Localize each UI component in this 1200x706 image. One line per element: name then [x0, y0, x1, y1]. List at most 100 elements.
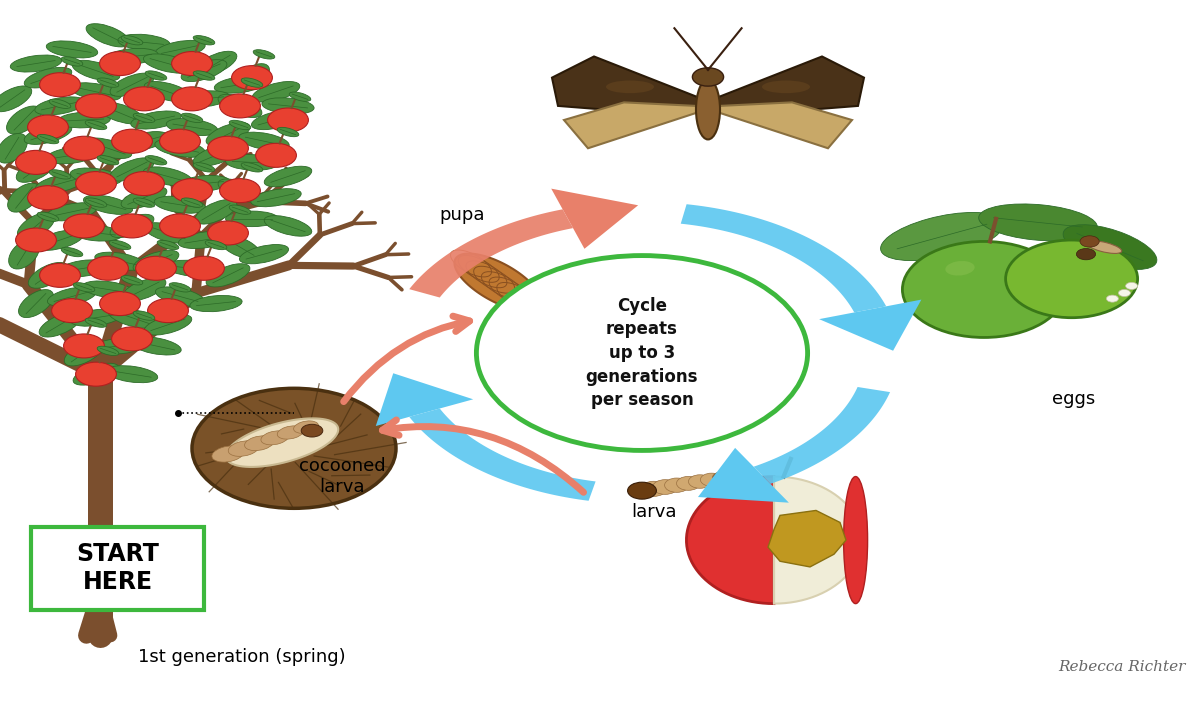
- Circle shape: [148, 299, 188, 323]
- Ellipse shape: [252, 81, 300, 102]
- Circle shape: [40, 263, 80, 287]
- Ellipse shape: [36, 174, 84, 193]
- Ellipse shape: [107, 366, 157, 383]
- Ellipse shape: [218, 179, 262, 202]
- Ellipse shape: [59, 260, 109, 277]
- Ellipse shape: [181, 59, 227, 82]
- Polygon shape: [409, 409, 595, 501]
- Ellipse shape: [110, 73, 154, 96]
- Ellipse shape: [121, 35, 143, 45]
- Text: Cycle
repeats
up to 3
generations
per season: Cycle repeats up to 3 generations per se…: [586, 297, 698, 409]
- Circle shape: [713, 472, 734, 484]
- Circle shape: [701, 473, 722, 486]
- Ellipse shape: [144, 54, 192, 73]
- Ellipse shape: [97, 78, 119, 88]
- Circle shape: [476, 256, 808, 450]
- Ellipse shape: [118, 35, 170, 50]
- Circle shape: [192, 388, 396, 508]
- Ellipse shape: [83, 281, 133, 298]
- Ellipse shape: [86, 24, 130, 47]
- Circle shape: [112, 214, 152, 238]
- Ellipse shape: [61, 247, 83, 257]
- Ellipse shape: [289, 92, 311, 102]
- Circle shape: [172, 87, 212, 111]
- Ellipse shape: [277, 127, 299, 137]
- Ellipse shape: [37, 134, 59, 144]
- Circle shape: [124, 87, 164, 111]
- Circle shape: [653, 479, 678, 494]
- Circle shape: [172, 179, 212, 203]
- Ellipse shape: [17, 157, 55, 182]
- Circle shape: [16, 150, 56, 174]
- Ellipse shape: [7, 184, 41, 212]
- Ellipse shape: [8, 239, 40, 269]
- Ellipse shape: [58, 112, 110, 128]
- Ellipse shape: [145, 71, 167, 80]
- Ellipse shape: [277, 426, 304, 439]
- Ellipse shape: [226, 211, 278, 227]
- Ellipse shape: [264, 166, 312, 187]
- Ellipse shape: [241, 78, 263, 88]
- Ellipse shape: [47, 41, 97, 58]
- Circle shape: [100, 292, 140, 316]
- Polygon shape: [714, 56, 864, 113]
- Ellipse shape: [133, 113, 155, 123]
- Ellipse shape: [85, 318, 107, 328]
- Circle shape: [665, 478, 689, 492]
- Ellipse shape: [181, 113, 203, 123]
- Ellipse shape: [193, 35, 215, 45]
- Text: eggs: eggs: [1052, 390, 1096, 408]
- Circle shape: [1006, 240, 1138, 318]
- Circle shape: [232, 66, 272, 90]
- Text: START
HERE: START HERE: [76, 542, 160, 594]
- Circle shape: [28, 186, 68, 210]
- Ellipse shape: [108, 307, 156, 328]
- Circle shape: [28, 115, 68, 139]
- Circle shape: [689, 474, 712, 489]
- Ellipse shape: [110, 215, 154, 237]
- Ellipse shape: [946, 261, 974, 275]
- Ellipse shape: [181, 198, 203, 208]
- Text: Rebecca Richter: Rebecca Richter: [1058, 660, 1186, 674]
- Ellipse shape: [97, 102, 143, 124]
- Ellipse shape: [178, 176, 230, 191]
- Circle shape: [641, 481, 666, 496]
- Circle shape: [256, 143, 296, 167]
- Ellipse shape: [65, 340, 103, 366]
- Ellipse shape: [190, 296, 242, 311]
- Ellipse shape: [212, 446, 244, 462]
- Ellipse shape: [206, 264, 250, 287]
- Polygon shape: [820, 299, 922, 351]
- Circle shape: [220, 94, 260, 118]
- Ellipse shape: [144, 81, 192, 102]
- Ellipse shape: [94, 338, 146, 354]
- Ellipse shape: [73, 282, 95, 292]
- Circle shape: [301, 424, 323, 437]
- Ellipse shape: [35, 97, 85, 115]
- Circle shape: [1080, 236, 1099, 247]
- Ellipse shape: [71, 309, 121, 326]
- Text: cocooned
larva: cocooned larva: [299, 457, 385, 496]
- Ellipse shape: [145, 155, 167, 165]
- Circle shape: [184, 256, 224, 280]
- Ellipse shape: [85, 198, 107, 208]
- Ellipse shape: [193, 162, 215, 172]
- Ellipse shape: [1063, 225, 1157, 270]
- Ellipse shape: [220, 235, 260, 259]
- Circle shape: [1126, 282, 1138, 289]
- Circle shape: [64, 136, 104, 160]
- Ellipse shape: [121, 186, 167, 209]
- Text: pupa: pupa: [439, 206, 485, 225]
- Ellipse shape: [979, 204, 1097, 241]
- Ellipse shape: [37, 212, 59, 222]
- Ellipse shape: [264, 215, 312, 237]
- Ellipse shape: [262, 98, 314, 114]
- Circle shape: [160, 129, 200, 153]
- Ellipse shape: [106, 49, 158, 64]
- Ellipse shape: [166, 261, 218, 276]
- Ellipse shape: [169, 282, 191, 292]
- Ellipse shape: [70, 225, 122, 241]
- Ellipse shape: [179, 232, 229, 249]
- Ellipse shape: [157, 240, 179, 250]
- Circle shape: [76, 172, 116, 196]
